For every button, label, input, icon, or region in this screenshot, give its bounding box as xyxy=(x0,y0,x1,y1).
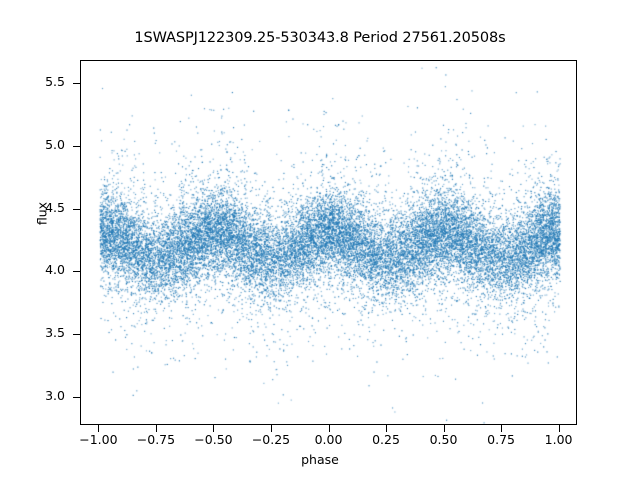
y-tick-mark xyxy=(73,271,80,273)
x-tick-label: −1.00 xyxy=(79,432,118,447)
x-tick-mark xyxy=(155,425,157,432)
x-tick-label: −0.50 xyxy=(194,432,233,447)
x-tick-label: 0.25 xyxy=(372,432,400,447)
y-tick-mark xyxy=(73,82,80,84)
y-tick-label: 3.5 xyxy=(45,325,65,341)
y-tick-label: 3.0 xyxy=(45,388,65,404)
y-tick-mark xyxy=(73,397,80,399)
x-tick-mark xyxy=(98,425,100,432)
x-tick-mark xyxy=(443,425,445,432)
x-tick-label: 0.00 xyxy=(314,432,343,447)
x-tick-mark xyxy=(386,425,388,432)
x-tick-label: 1.00 xyxy=(544,432,573,447)
y-axis-label: flux xyxy=(34,201,50,226)
scatter-points-layer xyxy=(81,61,576,424)
x-tick-label: 0.50 xyxy=(429,432,458,447)
y-tick-label: 5.5 xyxy=(45,73,65,89)
x-tick-mark xyxy=(558,425,560,432)
x-tick-label: −0.75 xyxy=(136,432,176,447)
x-axis-label: phase xyxy=(301,452,339,467)
x-tick-label: 0.75 xyxy=(487,432,515,447)
y-tick-mark xyxy=(73,334,80,336)
x-tick-mark xyxy=(213,425,215,432)
y-tick-mark xyxy=(73,208,80,210)
y-tick-label: 5.0 xyxy=(45,136,65,152)
y-tick-label: 4.0 xyxy=(45,262,65,278)
x-tick-mark xyxy=(270,425,272,432)
x-tick-label: −0.25 xyxy=(251,432,291,447)
x-tick-mark xyxy=(328,425,330,432)
x-tick-mark xyxy=(501,425,503,432)
plot-axes-area xyxy=(80,60,577,425)
y-tick-label: 4.5 xyxy=(45,199,65,215)
chart-title: 1SWASPJ122309.25-530343.8 Period 27561.2… xyxy=(134,30,506,46)
y-tick-mark xyxy=(73,145,80,147)
